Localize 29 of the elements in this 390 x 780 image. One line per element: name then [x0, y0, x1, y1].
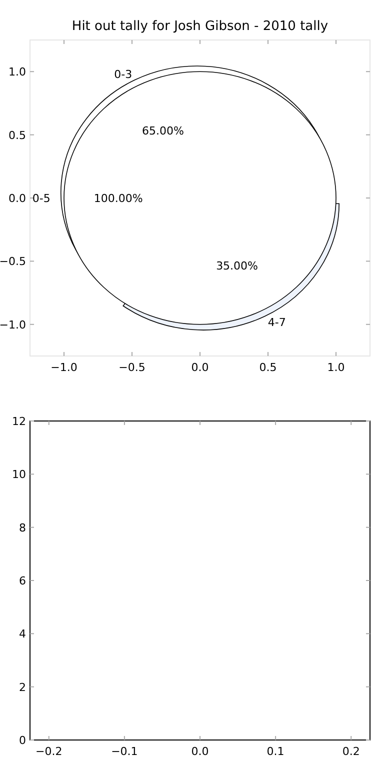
x-tick-label: −0.1: [111, 745, 138, 758]
x-tick-label: 0.2: [342, 745, 360, 758]
data-label: 100.00%: [94, 192, 143, 205]
y-tick-label: −0.5: [0, 255, 26, 268]
y-tick-label: 8: [19, 521, 26, 534]
data-label: 65.00%: [142, 124, 184, 138]
x-tick-label: 1.0: [327, 361, 345, 374]
chart-title: Hit out tally for Josh Gibson - 2010 tally: [72, 19, 328, 34]
x-tick-label: 0.0: [191, 745, 209, 758]
y-tick-label: 4: [19, 628, 26, 641]
data-label: 35.00%: [216, 260, 258, 273]
y-tick-label: 6: [19, 574, 26, 588]
x-tick-label: −0.2: [36, 745, 62, 758]
x-tick-label: 0.5: [259, 361, 277, 374]
x-tick-label: −0.5: [118, 361, 146, 374]
y-tick-label: 2: [19, 680, 26, 694]
slice-label: 0-5: [32, 192, 50, 205]
y-tick-label: 1.0: [8, 66, 26, 79]
y-tick-label: 12: [12, 415, 26, 428]
x-tick-label: −1.0: [50, 361, 78, 374]
y-tick-label: 0: [19, 734, 26, 747]
x-tick-label: 0.1: [266, 745, 284, 758]
x-tick-label: 0.0: [191, 361, 209, 374]
y-tick-label: 10: [12, 468, 26, 482]
y-tick-label: 0.5: [8, 128, 26, 142]
y-tick-label: 0.0: [8, 192, 26, 205]
y-tick-label: −1.0: [0, 318, 26, 332]
slice-label: 0-3: [114, 68, 132, 82]
slice-label: 4-7: [268, 316, 286, 329]
